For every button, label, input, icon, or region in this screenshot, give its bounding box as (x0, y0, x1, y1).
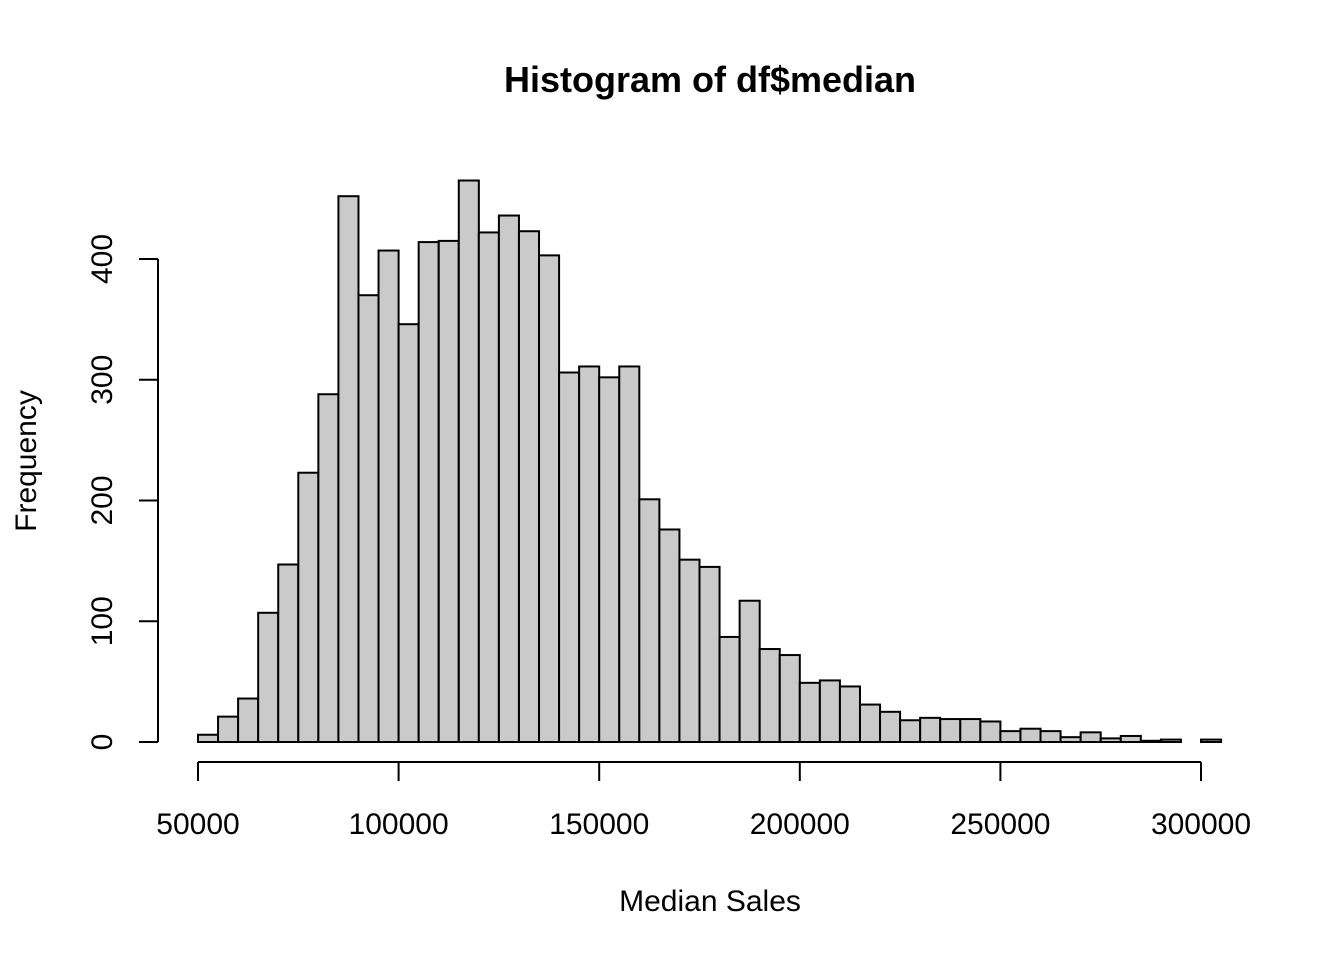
x-axis-label: Median Sales (619, 885, 801, 918)
histogram-bar-6 (317, 393, 340, 743)
y-tick-label: 400 (86, 234, 119, 284)
histogram-bar-12 (437, 239, 460, 743)
y-axis: 0 100 200 300 400 (86, 234, 159, 751)
y-tick-label: 300 (86, 355, 119, 405)
histogram-bar-10 (397, 323, 420, 743)
histogram-bar-41 (1019, 727, 1042, 744)
histogram-bar-38 (959, 718, 982, 743)
histogram-bar-13 (457, 179, 480, 743)
histogram-bar-23 (658, 528, 681, 743)
histogram-bar-21 (618, 365, 641, 743)
x-tick-label: 200000 (750, 808, 850, 841)
histogram-bar-0 (197, 733, 220, 744)
histogram-bar-24 (678, 558, 701, 743)
histogram-bar-44 (1079, 731, 1102, 744)
histogram-bar-19 (578, 365, 601, 743)
x-tick-label: 50000 (156, 808, 239, 841)
y-tick-label: 200 (86, 475, 119, 525)
histogram-bar-37 (939, 718, 962, 743)
x-tick-label: 300000 (1151, 808, 1251, 841)
histogram-bar-39 (979, 720, 1002, 743)
histogram-bar-31 (818, 679, 841, 743)
histogram-bar-50 (1200, 738, 1223, 744)
histogram-bar-8 (357, 294, 380, 743)
histogram-bar-40 (999, 730, 1022, 744)
histogram-bar-45 (1099, 737, 1122, 744)
histogram-bar-5 (297, 471, 320, 743)
histogram-bar-42 (1039, 730, 1062, 744)
histogram-bar-25 (698, 565, 721, 743)
histogram-bar-35 (899, 719, 922, 744)
histogram-bar-15 (497, 214, 520, 743)
histogram-bar-32 (838, 685, 861, 744)
histogram-bar-27 (738, 599, 761, 743)
histogram-bar-46 (1119, 734, 1142, 744)
histogram-bar-18 (558, 371, 581, 743)
chart-title: Histogram of df$median (504, 59, 916, 100)
histogram-bar-43 (1059, 736, 1082, 743)
histogram-bar-28 (758, 648, 781, 744)
histogram-bar-22 (638, 498, 661, 744)
histogram-bar-7 (337, 195, 360, 743)
x-axis: 50000 100000 150000 200000 250000 300000 (156, 761, 1251, 841)
bars-group (197, 179, 1223, 744)
y-axis-label: Frequency (10, 390, 43, 532)
histogram-bar-9 (377, 249, 400, 744)
histogram-bar-36 (919, 716, 942, 743)
histogram-bar-3 (257, 611, 280, 743)
histogram-bar-29 (778, 654, 801, 743)
y-tick-label: 100 (86, 596, 119, 646)
x-tick-label: 100000 (349, 808, 449, 841)
histogram-bar-11 (417, 241, 440, 743)
x-tick-label: 250000 (950, 808, 1050, 841)
histogram-bar-26 (718, 635, 741, 744)
y-tick-label: 0 (86, 734, 119, 751)
histogram-bar-33 (858, 703, 882, 744)
histogram-bar-14 (477, 231, 500, 743)
histogram-bar-17 (538, 254, 561, 743)
histogram-bar-1 (217, 715, 240, 744)
histogram-bar-47 (1139, 739, 1162, 743)
histogram-bar-2 (237, 697, 260, 744)
histogram-bar-30 (798, 681, 821, 744)
histogram-bar-34 (879, 710, 902, 743)
x-tick-label: 150000 (549, 808, 649, 841)
histogram-bar-4 (277, 563, 300, 743)
histogram-bar-16 (517, 230, 541, 743)
histogram-bar-48 (1159, 738, 1182, 744)
histogram-bar-20 (598, 376, 621, 743)
